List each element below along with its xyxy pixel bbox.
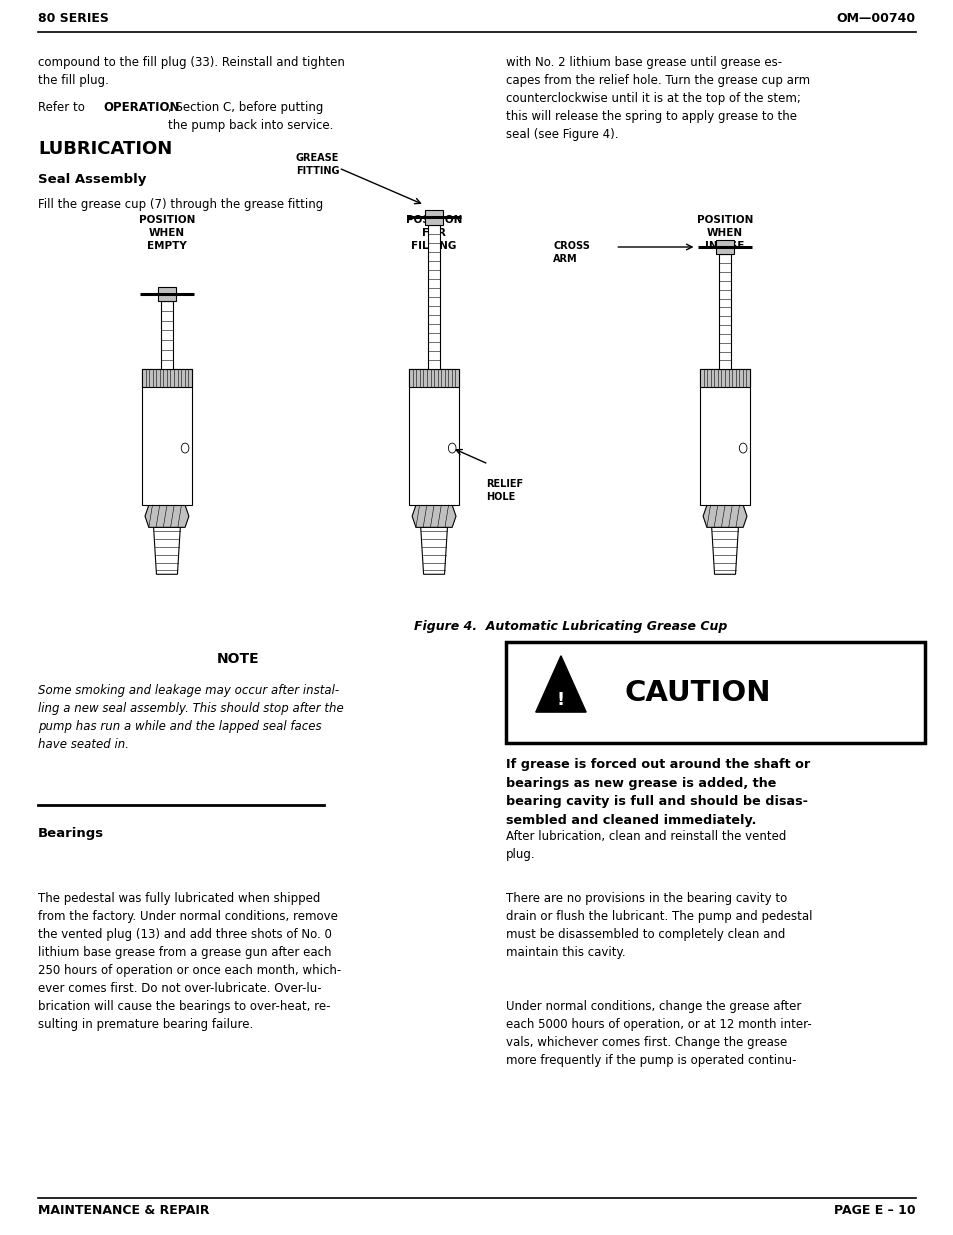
Circle shape: [181, 443, 189, 453]
Bar: [142, 369, 192, 505]
Circle shape: [739, 443, 746, 453]
Polygon shape: [412, 505, 456, 527]
Text: POSITION
WHEN
EMPTY: POSITION WHEN EMPTY: [138, 215, 195, 251]
Text: LUBRICATION: LUBRICATION: [38, 140, 172, 158]
Text: Figure 4.: Figure 4.: [414, 620, 476, 634]
Text: After lubrication, clean and reinstall the vented
plug.: After lubrication, clean and reinstall t…: [505, 830, 785, 861]
Text: OM—00740: OM—00740: [836, 11, 915, 25]
Text: !: !: [557, 692, 564, 709]
Bar: [160, 301, 173, 369]
Text: RELIEF
HOLE: RELIEF HOLE: [486, 479, 523, 503]
Circle shape: [448, 443, 456, 453]
Text: There are no provisions in the bearing cavity to
drain or flush the lubricant. T: There are no provisions in the bearing c…: [505, 892, 811, 958]
Text: Some smoking and leakage may occur after instal-
ling a new seal assembly. This : Some smoking and leakage may occur after…: [38, 684, 343, 751]
Text: POSITION
WHEN
IN USE: POSITION WHEN IN USE: [696, 215, 753, 251]
Text: POSITION
FOR
FILLING: POSITION FOR FILLING: [405, 215, 462, 251]
Bar: [158, 287, 175, 301]
Bar: [716, 240, 733, 254]
Text: Automatic Lubricating Grease Cup: Automatic Lubricating Grease Cup: [476, 620, 726, 634]
Bar: [425, 210, 442, 225]
Text: compound to the fill plug (33). Reinstall and tighten
the fill plug.: compound to the fill plug (33). Reinstal…: [38, 56, 345, 86]
Text: 80 SERIES: 80 SERIES: [38, 11, 109, 25]
Bar: [427, 225, 439, 369]
Text: NOTE: NOTE: [217, 652, 259, 666]
Text: OPERATION: OPERATION: [103, 101, 179, 115]
Bar: [700, 369, 749, 505]
Polygon shape: [702, 505, 746, 527]
Text: CAUTION: CAUTION: [624, 679, 771, 706]
Text: The pedestal was fully lubricated when shipped
from the factory. Under normal co: The pedestal was fully lubricated when s…: [38, 892, 341, 1031]
Text: Refer to: Refer to: [38, 101, 89, 115]
Text: Seal Assembly: Seal Assembly: [38, 173, 147, 186]
Bar: [505, 642, 924, 743]
Text: , Section C, before putting
the pump back into service.: , Section C, before putting the pump bac…: [168, 101, 333, 132]
Polygon shape: [145, 505, 189, 527]
Bar: [700, 369, 749, 387]
Bar: [719, 254, 731, 369]
Polygon shape: [420, 527, 447, 574]
Text: PAGE E – 10: PAGE E – 10: [833, 1204, 915, 1218]
Bar: [409, 369, 458, 387]
Bar: [142, 369, 192, 387]
Text: with No. 2 lithium base grease until grease es-
capes from the relief hole. Turn: with No. 2 lithium base grease until gre…: [505, 56, 809, 141]
Text: CROSS
ARM: CROSS ARM: [553, 241, 590, 264]
Polygon shape: [153, 527, 180, 574]
Polygon shape: [536, 656, 585, 713]
Text: GREASE
FITTING: GREASE FITTING: [295, 153, 339, 177]
Bar: [409, 369, 458, 505]
Text: Under normal conditions, change the grease after
each 5000 hours of operation, o: Under normal conditions, change the grea…: [505, 1000, 810, 1067]
Polygon shape: [711, 527, 738, 574]
Text: MAINTENANCE & REPAIR: MAINTENANCE & REPAIR: [38, 1204, 210, 1218]
Text: Bearings: Bearings: [38, 827, 104, 841]
Text: If grease is forced out around the shaft or
bearings as new grease is added, the: If grease is forced out around the shaft…: [505, 758, 809, 826]
Text: Fill the grease cup (7) through the grease fitting: Fill the grease cup (7) through the grea…: [38, 198, 323, 211]
